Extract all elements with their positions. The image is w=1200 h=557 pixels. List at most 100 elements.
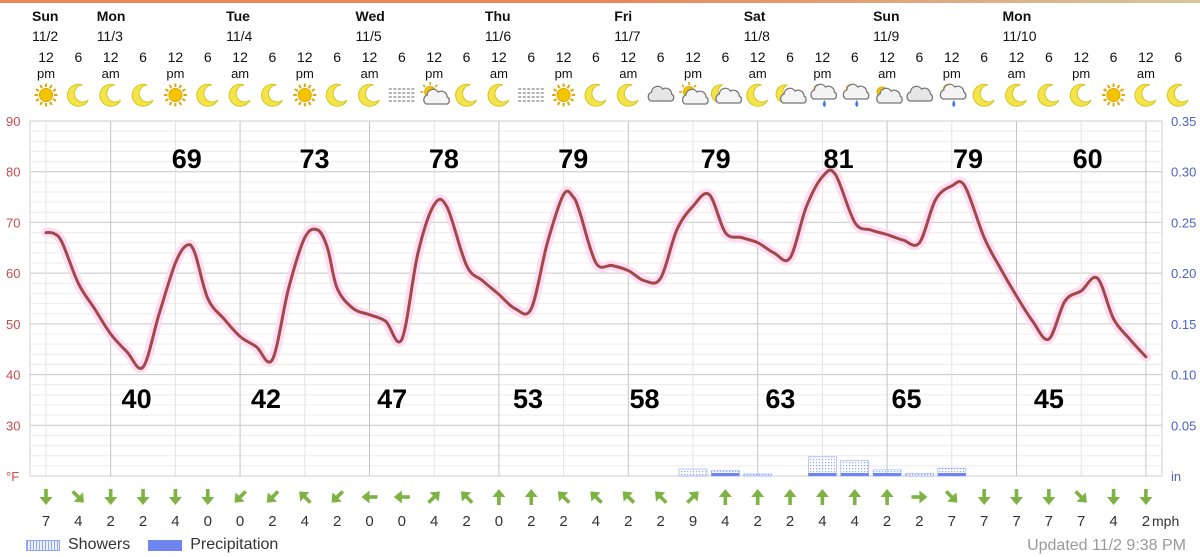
high-temp-label: 60 — [1073, 144, 1103, 174]
showers-bar — [678, 468, 708, 477]
left-axis-unit: °F — [6, 469, 19, 484]
wind-speed: 0 — [495, 513, 503, 530]
moon-icon — [616, 83, 639, 107]
hour-suffix: am — [102, 66, 120, 81]
hour-label: 12 — [426, 49, 442, 65]
moon-icon — [325, 83, 348, 107]
hour-label: 12 — [168, 49, 184, 65]
high-temp-label: 78 — [429, 144, 459, 174]
wind-arrow-icon — [1139, 489, 1153, 505]
hour-suffix: pm — [943, 66, 961, 81]
showers-swatch — [26, 539, 60, 551]
left-axis-tick: 60 — [6, 266, 20, 281]
low-temp-label: 45 — [1034, 384, 1064, 414]
moon-icon — [358, 83, 380, 107]
left-axis-tick: 90 — [6, 114, 20, 129]
temperature-series — [41, 165, 1151, 374]
low-temp-label: 58 — [629, 384, 659, 414]
day-date: 11/7 — [614, 28, 640, 44]
moon-icon — [1134, 83, 1157, 107]
right-axis-tick: 0.30 — [1171, 165, 1196, 180]
wind-speed: 7 — [948, 513, 956, 530]
wind-arrow-icon — [815, 489, 829, 505]
low-temp-label: 42 — [251, 384, 281, 414]
plot-frame — [29, 120, 1163, 477]
wind-arrow-icon — [460, 491, 474, 504]
wind-speed: 2 — [883, 513, 891, 530]
wind-speed: 0 — [236, 513, 244, 530]
temperature-line-glow — [41, 165, 1151, 374]
wind-arrow-icon — [136, 489, 150, 505]
right-axis-unit: in — [1171, 469, 1181, 484]
hour-label: 6 — [1045, 49, 1053, 65]
wind-arrow-icon — [201, 489, 215, 505]
hour-suffix: pm — [555, 66, 573, 81]
hour-label: 6 — [721, 49, 729, 65]
moon-icon — [99, 83, 122, 107]
hour-label: 12 — [556, 49, 572, 65]
hour-suffix: am — [1137, 66, 1155, 81]
wind-arrow-icon — [39, 489, 53, 505]
wind-speed: 7 — [1012, 513, 1020, 530]
fog-icon — [388, 88, 415, 102]
partly-sunny-icon — [420, 82, 450, 105]
high-low-labels: 69 73 78 79 79 81 79 60 40 42 47 53 58 63 65 45 — [122, 144, 1103, 414]
temperature-line — [44, 168, 1148, 370]
hour-suffix: am — [878, 66, 896, 81]
day-name: Sun — [32, 8, 58, 24]
right-axis-tick: 0.15 — [1171, 317, 1196, 332]
partly-cloudy-icon — [876, 86, 903, 104]
hour-label: 6 — [786, 49, 794, 65]
hour-suffix: pm — [166, 66, 184, 81]
wind-speed: 2 — [559, 513, 567, 530]
left-axis-tick: 30 — [6, 418, 20, 433]
hour-label: 12 — [750, 49, 766, 65]
low-temp-label: 65 — [891, 384, 921, 414]
hour-label: 6 — [269, 49, 277, 65]
wind-arrow-icon — [1042, 489, 1056, 505]
wind-arrow-icon — [524, 489, 538, 505]
day-name: Sat — [744, 8, 766, 24]
hour-suffix: am — [490, 66, 508, 81]
hour-label: 6 — [592, 49, 600, 65]
day-date: 11/4 — [226, 28, 252, 44]
day-date: 11/8 — [744, 28, 770, 44]
wind-arrow-icon — [71, 490, 85, 503]
hour-label: 6 — [204, 49, 212, 65]
wind-arrow-icon — [104, 489, 118, 505]
moon-icon — [1005, 83, 1027, 107]
day-name: Wed — [356, 8, 385, 24]
high-temp-label: 81 — [824, 144, 854, 174]
showers-icon — [939, 83, 967, 107]
low-temp-label: 40 — [122, 384, 152, 414]
hour-suffix: pm — [425, 66, 443, 81]
hour-label: 6 — [139, 49, 147, 65]
left-axis-tick: 80 — [6, 165, 20, 180]
cloudy-icon — [647, 85, 675, 102]
wind-unit: mph — [1152, 513, 1179, 529]
left-axis-tick: 40 — [6, 368, 20, 383]
wind-arrow-icon — [751, 489, 765, 505]
precipitation-swatch — [148, 539, 183, 551]
legend-precipitation: Precipitation — [148, 536, 278, 554]
wind-arrow-icon — [168, 489, 182, 505]
showers-bar — [743, 473, 773, 477]
day-date: 11/10 — [1003, 28, 1037, 44]
hour-suffix: am — [749, 66, 767, 81]
partly-cloudy-night-icon — [710, 84, 743, 104]
right-axis-tick: 0.35 — [1171, 114, 1196, 129]
hour-label: 12 — [297, 49, 313, 65]
partly-sunny-icon — [679, 82, 709, 105]
legend: Showers Precipitation — [26, 536, 296, 554]
wind-speed: 2 — [107, 513, 115, 530]
high-temp-label: 73 — [299, 144, 329, 174]
wind-arrow-icon — [299, 491, 312, 504]
left-axis-tick: 70 — [6, 215, 20, 230]
moon-icon — [455, 83, 478, 107]
precip-bar — [873, 473, 902, 476]
hour-label: 6 — [916, 49, 924, 65]
showers-icon — [842, 83, 870, 107]
day-date: 11/2 — [32, 28, 58, 44]
legend-showers: Showers — [26, 536, 130, 554]
